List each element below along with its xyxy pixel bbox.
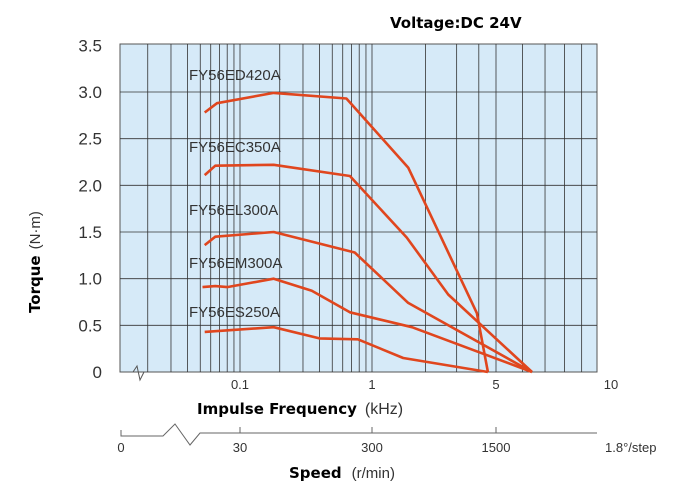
y-tick-labels: 0 0.5 1.0 1.5 2.0 2.5 3.0 3.5 bbox=[78, 36, 102, 382]
step-angle-note: 1.8°/step bbox=[605, 440, 656, 455]
y-tick-label: 1.5 bbox=[78, 223, 102, 242]
y-tick-label: 2.5 bbox=[78, 130, 102, 149]
x-tick-label: 0.1 bbox=[231, 377, 249, 392]
series-line-fy56el300a bbox=[203, 230, 533, 374]
series-label: FY56ED420A bbox=[189, 67, 281, 84]
axis-break-mark bbox=[120, 364, 145, 382]
x-tick-labels: 0.1 1 5 10 bbox=[231, 377, 618, 392]
speed-tick-label: 1500 bbox=[482, 440, 511, 455]
speed-axis-label: Speed (r/min) bbox=[289, 464, 395, 482]
x-tick-label: 1 bbox=[368, 377, 375, 392]
y-tick-label: 2.0 bbox=[78, 176, 102, 195]
grid-lines bbox=[120, 44, 597, 372]
speed-tick-label: 0 bbox=[117, 440, 124, 455]
y-tick-label: 1.0 bbox=[78, 270, 102, 289]
series-label: FY56EC350A bbox=[189, 139, 281, 156]
y-tick-label: 3.5 bbox=[78, 36, 102, 55]
speed-axis: 0 30 300 1500 1.8°/step Speed (r/min) bbox=[117, 423, 656, 482]
series-group: FY56ED420A FY56EC350A FY56EL300A FY56EM300A… bbox=[189, 67, 533, 374]
series-line-fy56em300a bbox=[202, 277, 533, 374]
series-line-fy56ec350a bbox=[203, 163, 533, 373]
series-line-fy56ed420a bbox=[203, 91, 490, 373]
x-axis-label: Impulse Frequency (kHz) bbox=[197, 400, 403, 418]
y-tick-label: 0.5 bbox=[78, 316, 102, 335]
speed-tick-label: 300 bbox=[361, 440, 383, 455]
series-line-fy56es250a bbox=[204, 325, 489, 374]
series-label: FY56ES250A bbox=[189, 304, 280, 321]
plot-area bbox=[119, 43, 598, 373]
y-tick-label: 3.0 bbox=[78, 83, 102, 102]
x-tick-label: 5 bbox=[492, 377, 499, 392]
chart-title: Voltage:DC 24V bbox=[390, 14, 522, 32]
y-tick-label: 0 bbox=[93, 363, 102, 382]
x-tick-label: 10 bbox=[604, 377, 618, 392]
series-label: FY56EM300A bbox=[189, 255, 282, 272]
y-axis-label: Torque(N·m) bbox=[26, 211, 44, 313]
series-label: FY56EL300A bbox=[189, 202, 278, 219]
speed-tick-label: 30 bbox=[233, 440, 247, 455]
